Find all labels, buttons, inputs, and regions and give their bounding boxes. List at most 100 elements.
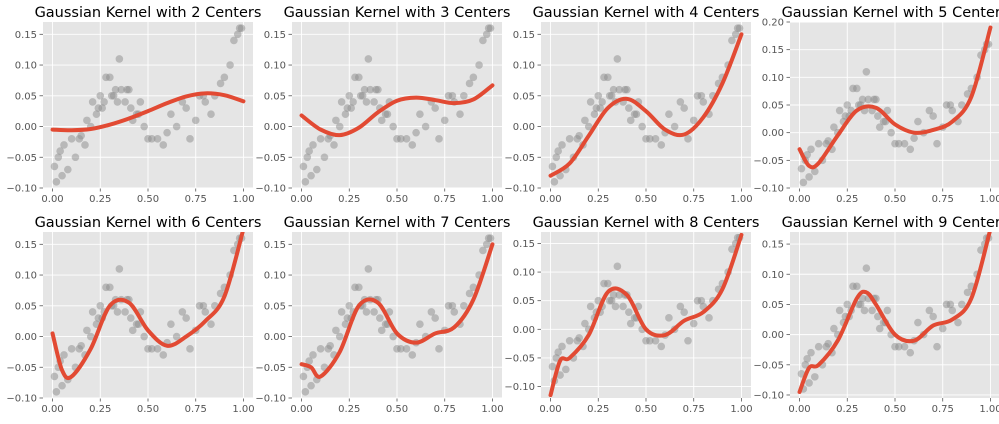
- x-tick-label: 1.00: [481, 194, 503, 205]
- scatter-point: [558, 141, 566, 149]
- scatter-point: [64, 165, 72, 174]
- scatter-point: [486, 234, 495, 242]
- scatter-point: [731, 30, 740, 39]
- scatter-point: [450, 308, 459, 316]
- scatter-point: [56, 147, 64, 155]
- scatter-point: [309, 141, 317, 149]
- scatter-point: [448, 301, 457, 310]
- x-tick-label: 0.25: [338, 404, 360, 415]
- scatter-point: [330, 141, 338, 149]
- scatter-point: [416, 110, 424, 119]
- scatter-point: [958, 300, 966, 309]
- scatter-point: [440, 116, 449, 125]
- scatter-point: [554, 147, 562, 155]
- scatter-point: [835, 106, 844, 115]
- fit-line: [797, 232, 992, 394]
- y-tick-label: −0.05: [255, 363, 286, 374]
- scatter-point: [735, 24, 744, 32]
- scatter-point: [153, 345, 162, 353]
- y-tick-label: 0.10: [762, 73, 784, 84]
- scatter-point: [335, 122, 344, 131]
- scatter-point: [167, 320, 175, 329]
- x-tick-label: 0.00: [788, 194, 810, 205]
- scatter-point: [705, 314, 713, 322]
- scatter-point: [307, 171, 315, 180]
- scatter-point: [216, 79, 225, 88]
- x-tick-label: 1.00: [730, 404, 752, 415]
- scatter-point: [680, 308, 688, 316]
- scatter-point: [910, 134, 918, 142]
- scatter-point: [565, 135, 574, 143]
- scatter-point: [948, 106, 957, 115]
- scatter-point: [77, 341, 85, 350]
- scatter-point: [914, 117, 922, 126]
- scatter-point: [728, 36, 736, 45]
- fit-line: [548, 32, 744, 178]
- scatter-point: [337, 308, 346, 316]
- scatter-point: [613, 55, 622, 63]
- y-tick-label: −0.05: [6, 153, 37, 164]
- scatter-point: [377, 326, 386, 335]
- scatter-point: [121, 98, 129, 106]
- data-layer: [797, 232, 993, 394]
- scatter-point: [805, 379, 813, 387]
- scatter-point: [864, 95, 873, 104]
- scatter-point: [362, 98, 371, 106]
- scatter-point: [482, 240, 491, 249]
- scatter-point: [883, 106, 892, 115]
- scatter-point: [887, 128, 895, 137]
- subplot-5: Gaussian Kernel with 6 Centers 0.00 0.25 0.…: [6, 215, 261, 415]
- y-tick-label: 0.15: [762, 45, 784, 56]
- scatter-point: [456, 110, 464, 119]
- scatter-point: [230, 36, 238, 45]
- scatter-point: [307, 381, 315, 390]
- scatter-point: [148, 135, 156, 143]
- y-tick-label: 0.10: [15, 271, 37, 282]
- x-tick-label: 1.00: [730, 194, 752, 205]
- y-tick-label: −0.10: [504, 184, 535, 195]
- scatter-point: [604, 279, 612, 288]
- y-tick-label: 0.05: [264, 301, 286, 312]
- fit-line: [50, 232, 245, 381]
- data-layer: [299, 24, 495, 186]
- fit-line: [50, 91, 246, 133]
- scatter-point: [408, 351, 417, 359]
- scatter-point: [699, 98, 708, 106]
- y-tick-label: −0.05: [753, 156, 784, 167]
- scatter-point: [895, 139, 903, 148]
- y-tick-label: 0.00: [15, 122, 37, 133]
- scatter-point: [159, 351, 168, 359]
- scatter-point: [220, 73, 229, 82]
- scatter-point: [305, 147, 313, 155]
- scatter-point: [402, 345, 411, 353]
- scatter-point: [858, 95, 867, 104]
- x-tick-label: 0.50: [884, 194, 906, 205]
- scatter-point: [858, 294, 867, 303]
- scatter-point: [843, 101, 852, 109]
- scatter-point: [364, 265, 373, 273]
- x-tick-label: 1.00: [232, 404, 254, 415]
- y-tick-label: 0.10: [15, 61, 37, 72]
- scatter-point: [586, 302, 595, 311]
- scatter-point: [486, 24, 495, 32]
- x-tick-label: 0.25: [836, 194, 858, 205]
- y-tick-label: −0.10: [255, 184, 286, 195]
- scatter-point: [598, 98, 606, 106]
- scatter-point: [824, 137, 832, 145]
- data-layer: [299, 234, 495, 396]
- data-layer: [50, 232, 246, 396]
- scatter-point: [106, 283, 114, 292]
- x-tick-label: 0.25: [587, 194, 609, 205]
- scatter-point: [632, 110, 641, 119]
- scatter-point: [301, 388, 310, 396]
- subplot-7: Gaussian Kernel with 8 Centers 0.00 0.25 0.…: [504, 215, 759, 415]
- x-tick-label: 0.50: [386, 194, 408, 205]
- scatter-point: [803, 354, 811, 363]
- scatter-point: [345, 91, 354, 100]
- scatter-point: [626, 319, 635, 328]
- scatter-point: [638, 122, 646, 131]
- x-tick-label: 0.50: [137, 404, 159, 415]
- y-tick-label: 0.10: [513, 268, 535, 279]
- scatter-point: [807, 348, 815, 357]
- scatter-point: [482, 30, 491, 39]
